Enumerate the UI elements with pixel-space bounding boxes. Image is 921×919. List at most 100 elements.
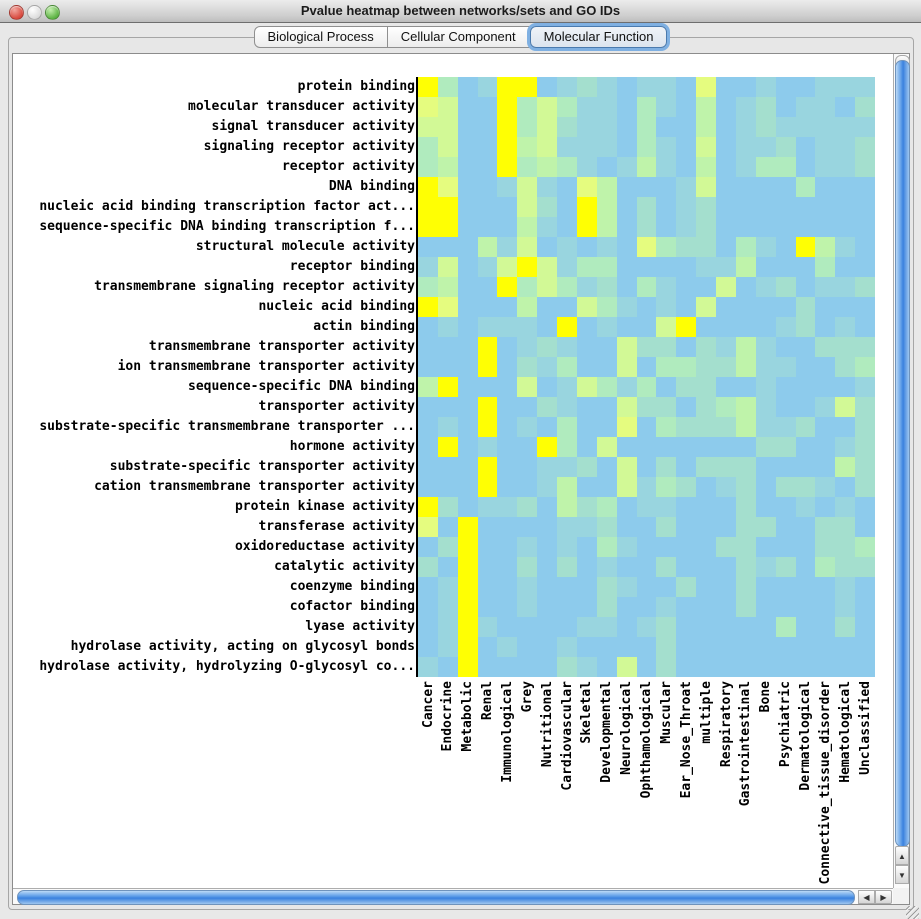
tab-molecular-function[interactable]: Molecular Function — [529, 26, 668, 48]
heatmap-cell — [795, 417, 816, 437]
heatmap-cell — [497, 617, 518, 637]
heatmap-cell — [418, 117, 438, 137]
heatmap-cell — [418, 617, 438, 637]
row-label: DNA binding — [328, 179, 415, 194]
heatmap-cell — [437, 297, 458, 317]
heatmap-cell — [716, 137, 736, 157]
horizontal-scrollbar[interactable]: ◀ ▶ — [13, 888, 893, 905]
row-label: molecular transducer activity — [188, 99, 415, 114]
heatmap-cell — [596, 557, 617, 577]
heatmap-cell — [497, 137, 518, 157]
heatmap-cell — [596, 617, 617, 637]
close-button[interactable] — [9, 4, 24, 20]
heatmap-cell — [795, 117, 816, 137]
heatmap-cell — [835, 537, 856, 557]
heatmap-cell — [716, 617, 736, 637]
tab-cellular-component[interactable]: Cellular Component — [387, 26, 530, 48]
heatmap-cell — [636, 217, 657, 237]
heatmap-cell — [775, 117, 796, 137]
heatmap-cell — [457, 657, 478, 677]
vertical-scrollbar[interactable]: ▲ ▼ — [893, 54, 910, 888]
heatmap-cell — [815, 617, 836, 637]
heatmap-cell — [815, 137, 836, 157]
heatmap-cell — [576, 97, 597, 117]
heatmap-cell — [636, 257, 657, 277]
scroll-down-icon[interactable]: ▼ — [895, 865, 909, 884]
heatmap-cell — [676, 357, 697, 377]
heatmap-cell — [457, 537, 478, 557]
heatmap-cell — [418, 517, 438, 537]
row-label: substrate-specific transporter activity — [109, 459, 415, 474]
heatmap-cell — [537, 437, 558, 457]
heatmap-cell — [775, 657, 796, 677]
heatmap-cell — [815, 277, 836, 297]
heatmap-cell — [596, 417, 617, 437]
heatmap-cell — [656, 397, 677, 417]
heatmap-cell — [576, 517, 597, 537]
heatmap-cell — [596, 637, 617, 657]
heatmap-cell — [676, 177, 697, 197]
heatmap-cell — [596, 137, 617, 157]
heatmap-cell — [775, 577, 796, 597]
zoom-button[interactable] — [45, 4, 60, 20]
heatmap-cell — [855, 377, 875, 397]
heatmap-cell — [775, 377, 796, 397]
heatmap-cell — [656, 637, 677, 657]
heatmap-cell — [735, 537, 756, 557]
heatmap-cell — [418, 77, 438, 97]
heatmap-cell — [676, 557, 697, 577]
heatmap-cell — [716, 117, 736, 137]
heatmap-cell — [815, 237, 836, 257]
heatmap-cell — [795, 277, 816, 297]
heatmap-cell — [775, 477, 796, 497]
heatmap-cell — [616, 257, 637, 277]
heatmap-cell — [696, 377, 717, 397]
heatmap-cell — [636, 617, 657, 637]
heatmap-cell — [457, 257, 478, 277]
heatmap-cell — [616, 137, 637, 157]
heatmap-cell — [517, 117, 538, 137]
heatmap-scrollpane: protein binding molecular transducer acti… — [12, 53, 910, 905]
vertical-scrollbar-thumb[interactable] — [895, 60, 910, 847]
heatmap-cell — [755, 297, 776, 317]
heatmap-cell — [596, 577, 617, 597]
heatmap-cell — [835, 457, 856, 477]
heatmap-cell — [616, 157, 637, 177]
tab-biological-process[interactable]: Biological Process — [253, 26, 388, 48]
heatmap-cell — [457, 317, 478, 337]
titlebar: Pvalue heatmap between networks/sets and… — [0, 0, 921, 23]
heatmap-cell — [616, 517, 637, 537]
heatmap-cell — [855, 77, 875, 97]
heatmap-cell — [537, 497, 558, 517]
heatmap-cell — [576, 617, 597, 637]
heatmap-cell — [537, 317, 558, 337]
scroll-right-icon[interactable]: ▶ — [875, 890, 892, 904]
heatmap-cell — [795, 637, 816, 657]
heatmap-cell — [815, 257, 836, 277]
scroll-left-icon[interactable]: ◀ — [858, 890, 875, 904]
heatmap-cell — [557, 277, 577, 297]
heatmap-cell — [656, 197, 677, 217]
scroll-up-icon[interactable]: ▲ — [895, 846, 909, 865]
heatmap-cell — [477, 477, 498, 497]
heatmap-cell — [696, 357, 717, 377]
heatmap-cell — [636, 157, 657, 177]
heatmap-cell — [596, 437, 617, 457]
horizontal-scrollbar-thumb[interactable] — [17, 890, 855, 905]
heatmap-cell — [497, 377, 518, 397]
heatmap-cell — [418, 157, 438, 177]
minimize-button[interactable] — [27, 4, 42, 20]
heatmap-cell — [775, 497, 796, 517]
heatmap-cell — [517, 537, 538, 557]
heatmap-cell — [596, 197, 617, 217]
heatmap-cell — [636, 337, 657, 357]
heatmap-cell — [418, 397, 438, 417]
resize-grip-icon[interactable] — [906, 906, 919, 919]
heatmap-cell — [696, 477, 717, 497]
heatmap-cell — [537, 477, 558, 497]
heatmap-cell — [676, 477, 697, 497]
row-label: receptor activity — [281, 159, 415, 174]
heatmap-cell — [775, 237, 796, 257]
heatmap-cell — [755, 637, 776, 657]
heatmap-cell — [735, 117, 756, 137]
